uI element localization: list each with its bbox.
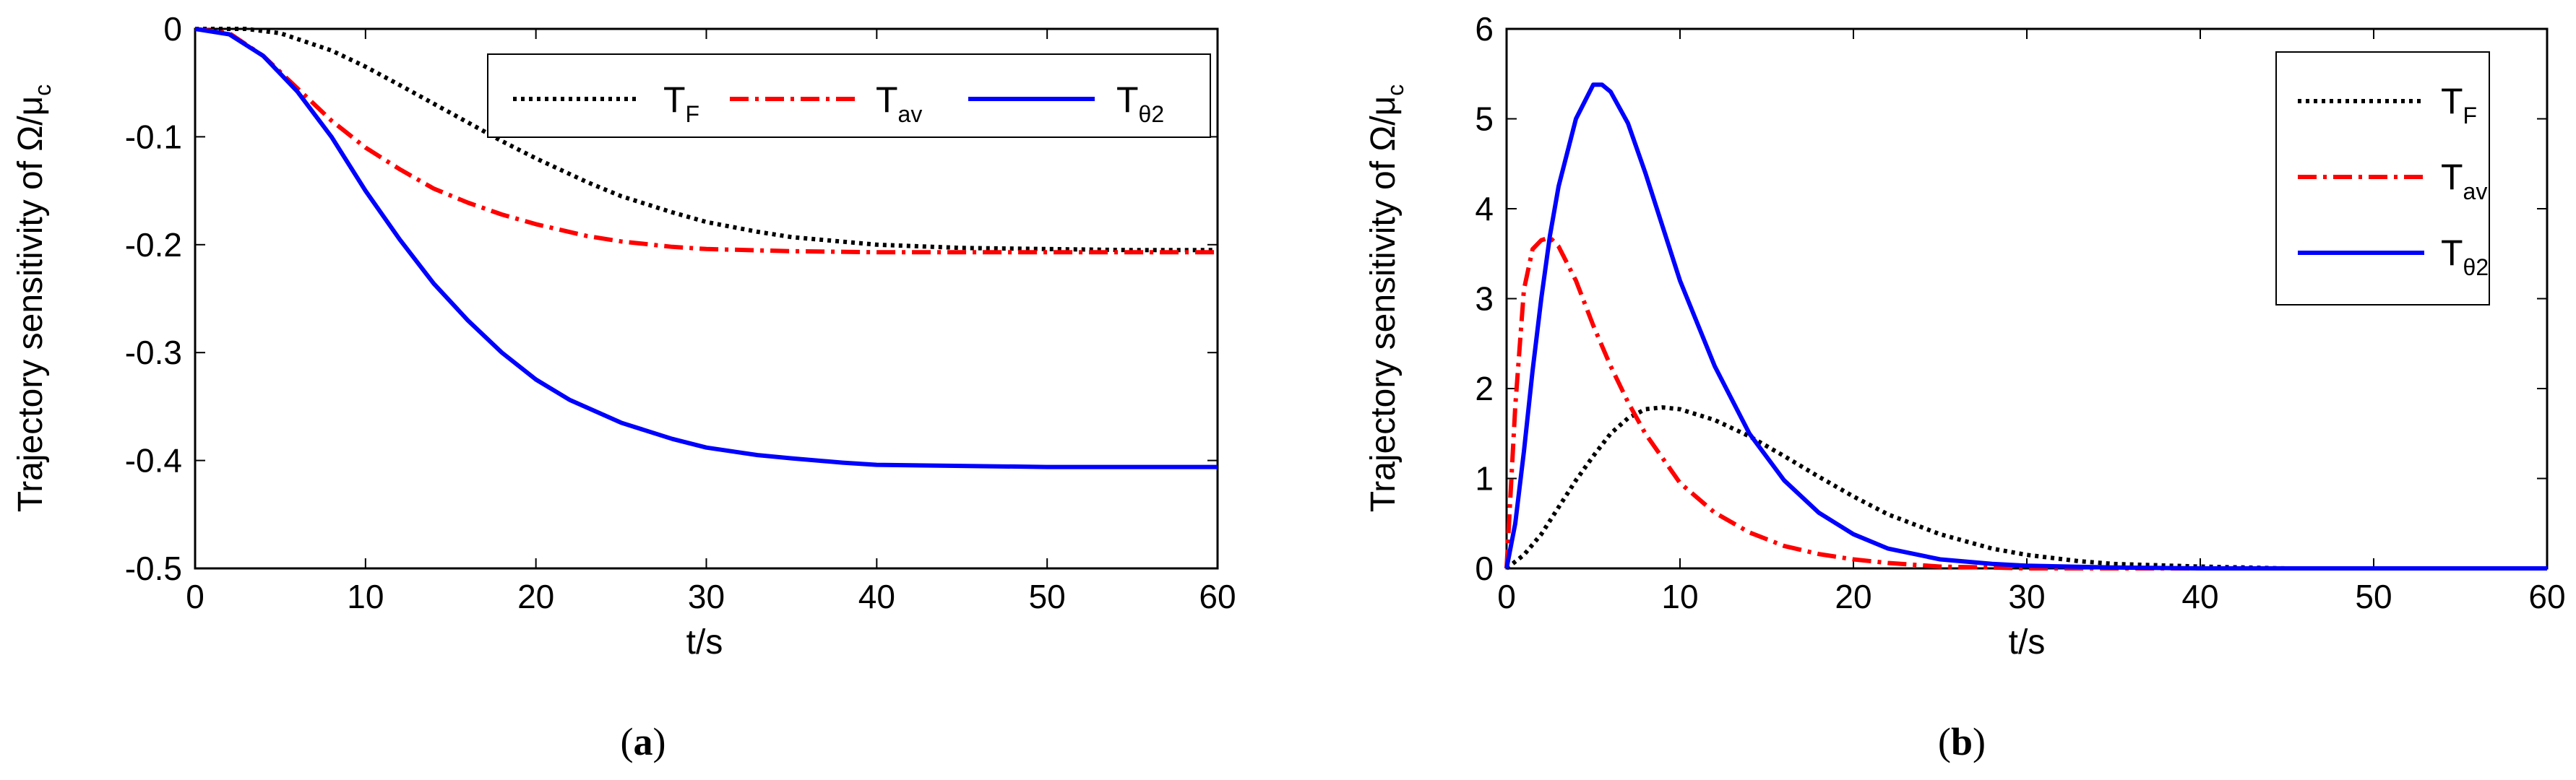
y-tick-label: 1 [1475, 460, 1494, 498]
y-tick-label: 0 [1475, 550, 1494, 587]
x-tick-label: 40 [2181, 578, 2218, 615]
panel-a-legend: TF Tav Tθ2 [487, 53, 1211, 138]
y-tick-label: 0 [163, 10, 182, 48]
y-tick-label: -0.3 [125, 334, 182, 371]
panel-b-xlabel: t/s [2009, 623, 2046, 662]
legend-label-tf: TF [2441, 81, 2477, 129]
x-tick-label: 20 [1835, 578, 1871, 615]
x-tick-label: 20 [517, 578, 554, 615]
y-tick-label: -0.5 [125, 550, 182, 587]
series-line-ttheta2 [1504, 82, 2547, 571]
legend-label-tf: TF [663, 79, 699, 127]
panel-b-legend: TF Tav Tθ2 [2275, 51, 2490, 306]
x-tick-label: 60 [1199, 578, 1236, 615]
panel-a-legend-box [487, 53, 1211, 138]
panel-a-ylabel: Trajectory sensitivity of Ω/μc [12, 84, 56, 513]
series-line-ttheta2 [194, 27, 1218, 469]
series-line-tf [195, 27, 1218, 253]
x-tick-label: 30 [688, 578, 725, 615]
y-tick-label: 2 [1475, 370, 1494, 407]
panel-a-ticks: 0 10 20 30 40 50 60 -0.5 -0.4 -0.3 -0.2 -0.1 0 [125, 10, 1236, 615]
y-tick-label: -0.2 [125, 226, 182, 264]
y-tick-label: -0.4 [125, 442, 182, 480]
legend-label-tav: Tav [876, 79, 922, 127]
panel-b-ylabel: Trajectory sensitivity of Ω/μc [1364, 84, 1408, 513]
y-tick-label: 6 [1475, 10, 1494, 48]
panel-b-caption: (b) [1938, 720, 1986, 763]
legend-label-ttheta2: Tθ2 [2441, 233, 2489, 280]
panel-b: 0 10 20 30 40 50 60 0 1 2 3 4 5 6 TF Tav Tθ2 t/s Traj… [1364, 10, 2566, 763]
y-tick-label: 4 [1475, 190, 1494, 228]
x-tick-label: 10 [347, 578, 384, 615]
x-tick-label: 60 [2528, 578, 2565, 615]
panel-a-xlabel: t/s [686, 623, 723, 662]
series-line-tav [1504, 235, 2547, 571]
y-tick-label: 5 [1475, 100, 1494, 138]
series-line-tf [1505, 405, 2547, 571]
y-tick-label: -0.1 [125, 118, 182, 155]
x-tick-label: 50 [1029, 578, 1066, 615]
panel-b-series [1504, 82, 2547, 571]
x-tick-label: 10 [1661, 578, 1698, 615]
panel-a-series [194, 27, 1218, 469]
series-line-tav [194, 27, 1218, 255]
legend-label-tav: Tav [2441, 157, 2487, 204]
panel-a: 0 10 20 30 40 50 60 -0.5 -0.4 -0.3 -0.2 -0.1 0 TF Ta… [12, 10, 1236, 763]
panel-b-ticks: 0 10 20 30 40 50 60 0 1 2 3 4 5 6 [1475, 10, 2565, 615]
panel-a-caption: (a) [621, 720, 666, 763]
x-tick-label: 0 [1497, 578, 1516, 615]
x-tick-label: 40 [858, 578, 895, 615]
x-tick-label: 30 [2008, 578, 2045, 615]
x-tick-label: 0 [186, 578, 204, 615]
x-tick-label: 50 [2355, 578, 2392, 615]
y-tick-label: 3 [1475, 280, 1494, 318]
legend-label-ttheta2: Tθ2 [1116, 79, 1164, 127]
